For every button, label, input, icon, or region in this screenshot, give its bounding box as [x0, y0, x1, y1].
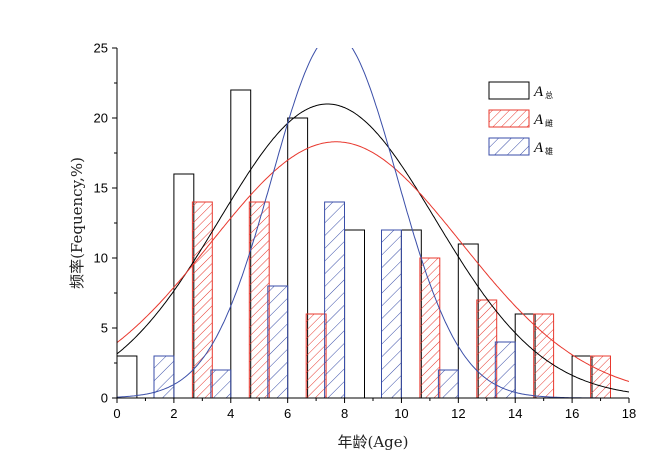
y-axis-title: 频率(Fequency,%) — [68, 157, 86, 289]
y-tick-label-5: 25 — [94, 41, 108, 56]
legend-swatch-0 — [488, 81, 530, 100]
legend-subscript-0: 总 — [545, 90, 553, 100]
bar-series-2-5 — [437, 369, 459, 399]
x-tick-label-0: 0 — [113, 406, 120, 421]
x-tick-label-3: 6 — [284, 406, 291, 421]
bar-series-2-4 — [381, 229, 402, 399]
legend-label-2: A — [533, 140, 544, 156]
legend-label-0: A — [533, 84, 544, 100]
bar-series-0-0 — [116, 355, 138, 399]
x-tick-label-4: 8 — [341, 406, 348, 421]
y-tick-label-0: 0 — [101, 391, 108, 406]
legend: A 总A 雌A 雄 — [488, 81, 553, 156]
bar-series-1-6 — [590, 355, 611, 399]
axes-layer: 0 2 4 6 8 10 12 14 16 18 0 5 10 15 20 25 — [94, 41, 637, 422]
bar-series-2-1 — [210, 369, 232, 399]
fit-curve-series-1 — [117, 141, 629, 382]
x-tick-label-2: 4 — [227, 406, 234, 421]
y-tick-label-4: 20 — [94, 111, 108, 126]
bar-series-2-3 — [324, 201, 346, 399]
legend-label-1: A — [533, 112, 544, 128]
x-tick-label-6: 12 — [451, 406, 465, 421]
y-tick-label-3: 15 — [94, 181, 108, 196]
bar-series-0-7 — [514, 313, 536, 399]
legend-subscript-1: 雌 — [545, 118, 553, 128]
y-tick-label-2: 10 — [94, 251, 108, 266]
x-tick-label-7: 14 — [508, 406, 522, 421]
bar-series-0-4 — [344, 229, 366, 399]
bar-series-0-2 — [230, 89, 252, 399]
legend-swatch-2 — [488, 137, 530, 156]
x-tick-label-9: 18 — [622, 406, 636, 421]
x-tick-label-5: 10 — [394, 406, 408, 421]
fit-curve-series-2 — [117, 48, 629, 398]
legend-subscript-2: 雄 — [545, 146, 553, 156]
fit-curves-layer — [117, 48, 629, 398]
bar-series-1-2 — [305, 313, 327, 399]
x-tick-label-8: 16 — [565, 406, 579, 421]
bars-layer — [116, 89, 611, 399]
legend-swatch-1 — [488, 109, 530, 128]
x-tick-label-1: 2 — [170, 406, 177, 421]
bar-series-1-0 — [191, 201, 213, 399]
x-axis-title: 年龄(Age) — [337, 433, 408, 451]
y-tick-label-1: 5 — [101, 321, 108, 336]
bar-series-1-1 — [248, 201, 270, 399]
bar-series-0-3 — [287, 117, 309, 399]
fit-curve-series-0 — [117, 103, 629, 393]
bar-series-0-5 — [400, 229, 422, 399]
bar-series-0-6 — [457, 243, 479, 399]
bar-series-1-3 — [419, 257, 441, 399]
bar-series-2-2 — [267, 285, 289, 399]
